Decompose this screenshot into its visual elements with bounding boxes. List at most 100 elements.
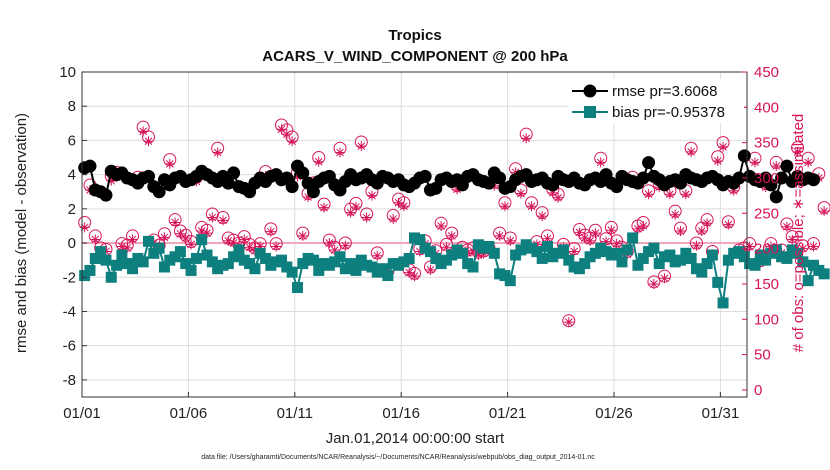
bias-point (653, 258, 665, 270)
obs-assimilated-point (643, 189, 654, 200)
rmse-point (285, 180, 299, 194)
bias-point (542, 240, 553, 252)
y-tick-label: 6 (68, 132, 76, 149)
obs-assimilated-point (340, 240, 351, 251)
obs-assimilated-point (175, 228, 186, 239)
obs-assimilated-point (792, 146, 803, 157)
rmse-point (142, 169, 155, 183)
bias-point (579, 258, 591, 270)
x-axis-ticks: 01/01 01/06 01/11 01/16 01/21 01/26 01/31 (63, 392, 739, 422)
bias-point (536, 252, 548, 264)
obs-assimilated-point (819, 206, 830, 217)
bias-point (802, 275, 814, 287)
obs-assimilated-point (675, 225, 686, 236)
bias-point (377, 263, 389, 275)
bias-point (770, 244, 782, 256)
bias-point (228, 251, 240, 263)
bias-point (414, 234, 426, 246)
bias-point (483, 240, 495, 252)
x-tick-label: 01/06 (170, 405, 208, 422)
obs-assimilated-point (366, 190, 377, 201)
obs-assimilated-point (718, 141, 729, 152)
obs-assimilated-point (670, 209, 681, 220)
plot-frame (81, 71, 748, 398)
rmse-point (764, 178, 778, 192)
bias-point (706, 249, 718, 261)
obs-assimilated-point (505, 235, 516, 246)
bias-point (180, 258, 192, 270)
bias-point (105, 271, 117, 283)
obs-assimilated-point (170, 217, 181, 228)
obs-assimilated-point (287, 136, 298, 147)
bias-point (350, 264, 362, 276)
rmse-point (769, 190, 783, 204)
obs-assimilated-point (180, 233, 191, 244)
legend-box (568, 79, 744, 123)
obs-assimilated-point (127, 234, 138, 245)
obs-assimilated-point (441, 242, 452, 253)
obs-assimilated-point (350, 201, 361, 212)
x-tick-label: 01/11 (277, 405, 313, 422)
bias-point (260, 252, 272, 264)
obs-possible-series (78, 118, 830, 328)
obs-assimilated-point (324, 237, 335, 248)
obs-assimilated-point (542, 233, 553, 244)
obs-assimilated-point (207, 212, 218, 223)
obs-assimilated-point (409, 271, 420, 282)
obs-assimilated-point (696, 225, 707, 236)
legend: rmse pr=3.6068 bias pr=-0.95378 (568, 79, 744, 123)
bias-point (206, 256, 218, 268)
obs-assimilated-point (356, 141, 367, 152)
y-axis-label: rmse and bias (model - observation) (13, 113, 30, 353)
y-right-tick-label: 100 (754, 311, 779, 328)
legend-rmse-label: rmse pr=3.6068 (612, 83, 717, 100)
rmse-point (775, 171, 789, 185)
y-tick-label: -2 (63, 269, 76, 286)
x-tick-label: 01/01 (63, 405, 101, 422)
obs-assimilated-point (547, 187, 558, 198)
obs-assimilated-point (436, 221, 447, 232)
bias-point (696, 266, 708, 278)
x-tick-label: 01/21 (489, 405, 527, 422)
obs-assimilated-point (611, 238, 622, 249)
bias-point (712, 276, 724, 288)
y-tick-label: 4 (68, 167, 76, 184)
bias-point (190, 252, 202, 264)
y-tick-label: 2 (68, 201, 76, 218)
obs-assimilated-point (771, 160, 782, 171)
rmse-point (152, 185, 166, 199)
obs-assimilated-point (319, 202, 330, 213)
rmse-point (807, 173, 820, 187)
obs-assimilated-point (345, 207, 356, 218)
rmse-point (732, 171, 746, 185)
obs-assimilated-point (372, 250, 383, 261)
obs-assimilated-point (196, 225, 207, 236)
bias-point (84, 264, 96, 276)
obs-assimilated-point (106, 175, 117, 186)
obs-assimilated-point (404, 267, 415, 278)
y-right-tick-label: 200 (754, 241, 779, 258)
obs-assimilated-point (585, 235, 596, 246)
obs-assimilated-point (521, 133, 532, 144)
obs-assimilated-point (388, 213, 399, 224)
obs-assimilated-point (494, 230, 505, 241)
bias-point (701, 258, 713, 270)
y-axis-right-ticks: 0 50 100 150 200 250 300 350 400 450 (742, 64, 779, 399)
obs-assimilated-point (425, 264, 436, 275)
obs-assimilated-point (202, 228, 213, 239)
obs-assimilated-point (686, 146, 697, 157)
y-right-tick-label: 250 (754, 205, 779, 222)
y-right-tick-label: 350 (754, 135, 779, 152)
rmse-point (780, 159, 794, 173)
y-right-tick-label: 450 (754, 64, 779, 81)
bias-point (143, 235, 154, 247)
x-tick-label: 01/31 (702, 405, 740, 422)
y-tick-label: -6 (63, 338, 76, 355)
bias-point (685, 252, 697, 264)
chart-subtitle: ACARS_V_WIND_COMPONENT @ 200 hPa (262, 48, 568, 65)
obs-assimilated-point (601, 236, 612, 247)
bias-point (664, 249, 676, 261)
legend-bias-label: bias pr=-0.95378 (612, 104, 725, 121)
obs-assimilated-point (271, 241, 282, 252)
